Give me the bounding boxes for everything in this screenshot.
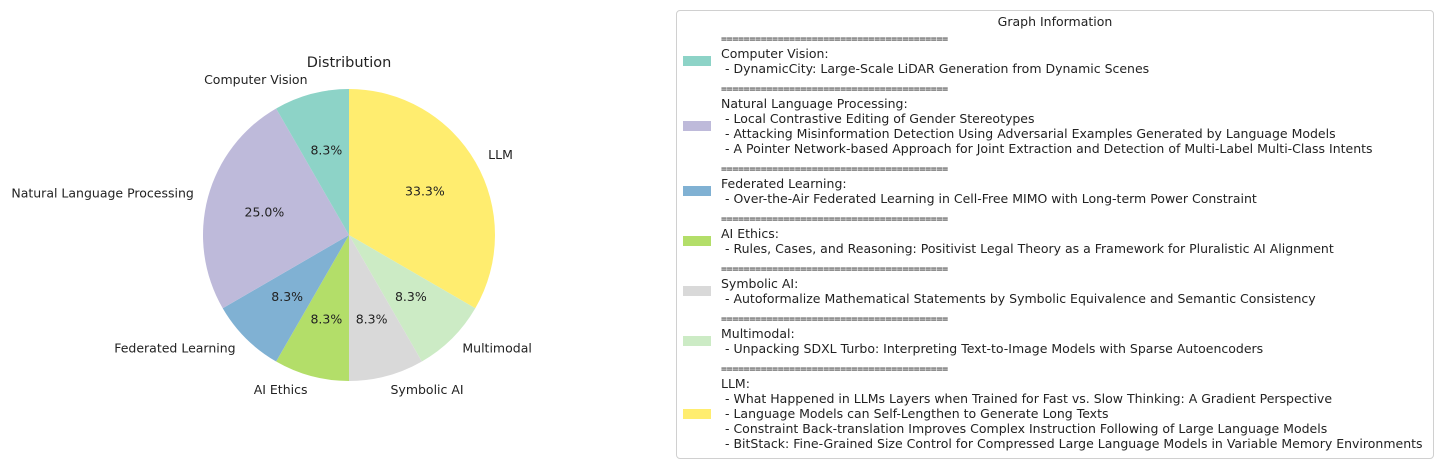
slice-category-label: AI Ethics [254,382,308,397]
legend-paper-title: - A Pointer Network-based Approach for J… [721,141,1373,156]
legend-paper-title: - Autoformalize Mathematical Statements … [721,291,1316,306]
legend-category-name: AI Ethics: [721,226,780,241]
legend-separator: ======================================== [721,214,948,225]
slice-percent-label: 33.3% [405,183,445,198]
legend-paper-title: - Unpacking SDXL Turbo: Interpreting Tex… [721,341,1264,356]
legend-color-swatch [683,121,711,131]
legend-paper-title: - Attacking Misinformation Detection Usi… [721,126,1336,141]
slice-percent-label: 25.0% [245,204,285,219]
legend-color-swatch [683,336,711,346]
legend-paper-title: - BitStack: Fine-Grained Size Control fo… [721,436,1423,451]
legend-entry: ========================================… [677,83,1433,156]
pie-slice [276,235,349,381]
pie-slice [276,89,349,235]
legend-separator: ======================================== [721,34,948,45]
slice-category-label: Multimodal [462,341,531,356]
legend-paper-title: - Local Contrastive Editing of Gender St… [721,111,1035,126]
pie-slice [349,235,422,381]
legend-category-name: LLM: [721,376,750,391]
legend-color-swatch [683,286,711,296]
slice-percent-label: 8.3% [395,289,427,304]
legend-paper-title: - What Happened in LLMs Layers when Trai… [721,391,1333,406]
legend: Graph Information ======================… [676,10,1434,459]
legend-separator: ======================================== [721,164,948,175]
legend-entry: ========================================… [677,263,1433,306]
legend-color-swatch [683,56,711,66]
slice-category-label: Symbolic AI [390,382,463,397]
legend-category-name: Federated Learning: [721,176,847,191]
legend-paper-title: - Language Models can Self-Lengthen to G… [721,406,1109,421]
legend-paper-title: - Rules, Cases, and Reasoning: Positivis… [721,241,1334,256]
slice-percent-label: 8.3% [271,289,303,304]
slice-category-label: Federated Learning [114,341,235,356]
legend-entry: ========================================… [677,33,1433,76]
pie-slice [349,235,476,362]
slice-percent-label: 8.3% [310,142,342,157]
slice-percent-label: 8.3% [310,312,342,327]
legend-category-name: Natural Language Processing: [721,96,908,111]
pie-chart: Distribution 33.3% 8.3% 8.3% 8.3% 8.3% 25.0% 8… [11,55,531,397]
legend-color-swatch [683,236,711,246]
slice-percent-label: 8.3% [356,312,388,327]
legend-category-name: Computer Vision: [721,46,829,61]
chart-title: Distribution [307,55,392,71]
legend-category-name: Symbolic AI: [721,276,799,291]
pie-slice [222,235,349,362]
pie-slice [203,108,349,309]
legend-title: Graph Information [997,14,1113,29]
legend-category-name: Multimodal: [721,326,795,341]
legend-color-swatch [683,186,711,196]
legend-color-swatch [683,408,711,419]
legend-entry: ========================================… [677,363,1433,451]
legend-entry: ========================================… [677,313,1433,356]
legend-separator: ======================================== [721,264,948,275]
slice-category-label: LLM [488,147,513,162]
pie-slice [349,89,495,309]
legend-paper-title: - Over-the-Air Federated Learning in Cel… [721,191,1257,206]
legend-separator: ======================================== [721,84,948,95]
legend-paper-title: - DynamicCity: Large-Scale LiDAR Generat… [721,61,1150,76]
slice-category-label: Natural Language Processing [11,186,194,201]
legend-separator: ======================================== [721,314,948,325]
legend-paper-title: - Constraint Back-translation Improves C… [721,421,1328,436]
legend-separator: ======================================== [721,364,948,375]
legend-entry: ========================================… [677,213,1433,256]
legend-entry: ========================================… [677,163,1433,206]
slice-category-label: Computer Vision [204,72,307,87]
